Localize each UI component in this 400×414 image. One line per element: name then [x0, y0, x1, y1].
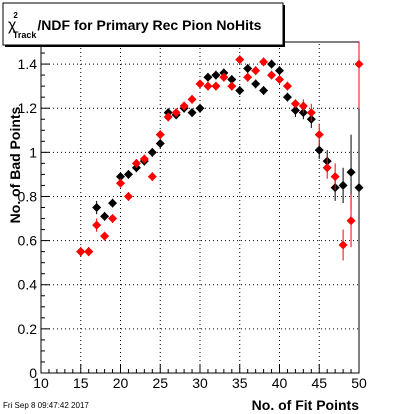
data-point [155, 139, 165, 149]
data-point [203, 72, 213, 82]
chart-title-box: χ2 Track/NDF for Primary Rec Pion NoHits [2, 2, 285, 47]
y-tick-label: 1 [29, 144, 37, 160]
data-point [179, 101, 189, 111]
plot-frame [40, 41, 360, 374]
data-point [314, 145, 324, 155]
x-tick-label: 50 [351, 375, 367, 391]
data-point [227, 81, 237, 91]
y-tick-label: 0.2 [18, 321, 38, 337]
chart-title: χ2 Track/NDF for Primary Rec Pion NoHits [8, 11, 262, 40]
data-point [219, 72, 229, 82]
data-point [259, 86, 269, 96]
data-point [123, 191, 133, 201]
data-point [298, 101, 308, 111]
data-point [163, 112, 173, 122]
data-point [108, 214, 118, 224]
data-point [131, 158, 141, 168]
grid-lines [41, 42, 359, 373]
x-tick-label: 35 [232, 375, 248, 391]
x-tick-label: 10 [33, 375, 49, 391]
x-tick-label: 15 [73, 375, 89, 391]
data-series [76, 42, 364, 261]
data-point [171, 108, 181, 118]
data-point [354, 59, 364, 69]
y-tick-label: 1.2 [18, 100, 38, 116]
data-point [108, 198, 118, 208]
data-point [203, 81, 213, 91]
data-point [346, 167, 356, 177]
data-point [187, 94, 197, 104]
y-tick-label: 0.6 [18, 233, 38, 249]
data-point [251, 79, 261, 89]
data-point [100, 231, 110, 241]
data-point [282, 92, 292, 102]
data-point [147, 172, 157, 182]
data-point [290, 105, 300, 115]
timestamp: Fri Sep 8 09:47:42 2017 [3, 401, 89, 410]
y-tick-label: 0.4 [18, 277, 38, 293]
y-axis-title: No. of Bad Points [7, 106, 23, 223]
y-tick-label: 0.8 [18, 188, 38, 204]
y-tick-label: 0 [29, 365, 37, 381]
data-point [314, 130, 324, 140]
data-point [187, 108, 197, 118]
title-sup: 2 [13, 11, 18, 20]
data-point [243, 63, 253, 73]
data-point [330, 172, 340, 182]
title-sub: Track [13, 30, 38, 40]
x-tick-label: 40 [272, 375, 288, 391]
data-point [211, 81, 221, 91]
data-point [123, 169, 133, 179]
series-1 [76, 42, 364, 261]
data-point [267, 70, 277, 80]
title-box-shadow [283, 5, 285, 47]
data-point [227, 75, 237, 85]
title-rest: /NDF for Primary Rec Pion NoHits [37, 17, 261, 33]
data-point [338, 240, 348, 250]
data-point [100, 211, 110, 221]
data-point [346, 216, 356, 226]
title-box-shadow-bottom [5, 45, 285, 47]
data-point [354, 183, 364, 193]
data-point [235, 55, 245, 65]
data-point [76, 247, 86, 257]
x-tick-label: 45 [311, 375, 327, 391]
data-point [267, 59, 277, 69]
data-point [195, 103, 205, 113]
x-axis-ticks: 10 15 20 25 30 35 40 45 50 [33, 364, 367, 391]
data-point [275, 75, 284, 85]
data-point [251, 66, 261, 76]
data-point [139, 154, 149, 164]
data-point [282, 81, 292, 91]
data-point [338, 180, 348, 190]
x-tick-label: 20 [113, 375, 129, 391]
data-point [275, 66, 284, 76]
data-point [147, 147, 157, 157]
data-point [116, 178, 125, 188]
data-point [92, 203, 102, 212]
data-point [235, 86, 245, 96]
x-axis-title: No. of Fit Points [252, 397, 360, 413]
data-point [243, 72, 253, 82]
data-point [116, 172, 125, 182]
data-point [84, 247, 94, 257]
data-point [259, 57, 269, 67]
data-point [322, 163, 332, 173]
data-point [92, 220, 102, 230]
y-axis-ticks: 0 0.2 0.4 0.6 0.8 1 1.2 1.4 [18, 41, 50, 381]
data-point [211, 70, 221, 80]
data-point [290, 99, 300, 109]
title-chi: χ [8, 17, 17, 34]
y-tick-label: 1.4 [18, 56, 38, 72]
x-tick-label: 30 [192, 375, 208, 391]
data-point [155, 130, 165, 140]
data-point [195, 79, 205, 89]
x-tick-label: 25 [152, 375, 168, 391]
data-point [306, 108, 316, 118]
